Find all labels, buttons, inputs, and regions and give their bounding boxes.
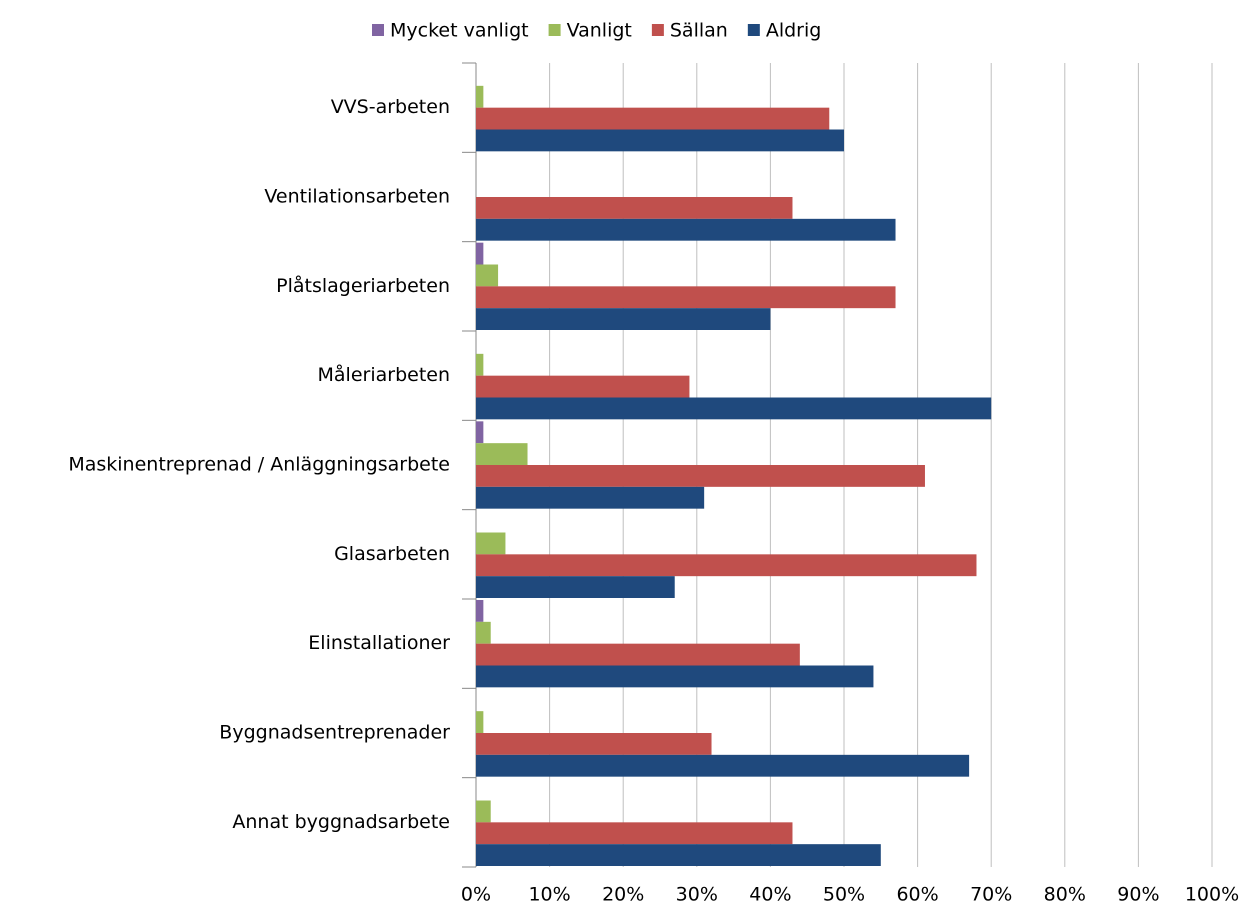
bar bbox=[476, 197, 793, 219]
y-tick-label: Glasarbeten bbox=[334, 543, 450, 565]
bar bbox=[476, 754, 970, 777]
bar bbox=[476, 800, 491, 823]
bar bbox=[476, 129, 844, 152]
bar bbox=[476, 711, 484, 733]
bar bbox=[476, 107, 830, 130]
bar bbox=[476, 643, 800, 666]
bar bbox=[476, 375, 690, 398]
legend-label: Aldrig bbox=[766, 20, 822, 42]
legend-label: Mycket vanligt bbox=[390, 20, 529, 42]
x-tick-label: 20% bbox=[602, 884, 644, 906]
y-tick-label: Byggnadsentreprenader bbox=[219, 722, 450, 744]
legend-swatch bbox=[372, 24, 384, 36]
legend-swatch bbox=[651, 24, 664, 36]
bar bbox=[476, 532, 506, 555]
bar bbox=[476, 85, 484, 108]
x-tick-label: 90% bbox=[1117, 884, 1159, 906]
x-tick-label: 100% bbox=[1185, 884, 1239, 906]
bar bbox=[476, 242, 484, 265]
bar bbox=[476, 397, 992, 420]
x-tick-label: 10% bbox=[528, 884, 570, 906]
x-tick-label: 30% bbox=[676, 884, 718, 906]
x-tick-label: 50% bbox=[823, 884, 865, 906]
bar bbox=[476, 822, 793, 845]
legend-swatch bbox=[747, 24, 760, 36]
bar bbox=[476, 264, 499, 287]
bar bbox=[476, 665, 874, 688]
x-tick-label: 60% bbox=[896, 884, 938, 906]
x-tick-label: 40% bbox=[749, 884, 791, 906]
y-tick-label: VVS-arbeten bbox=[331, 96, 450, 118]
bar bbox=[476, 308, 771, 330]
y-tick-label: Elinstallationer bbox=[308, 632, 450, 654]
bar bbox=[476, 286, 896, 309]
legend-label: Sällan bbox=[670, 20, 728, 42]
y-tick-label: Annat byggnadsarbete bbox=[232, 811, 450, 833]
bar bbox=[476, 554, 977, 577]
bar bbox=[476, 353, 484, 376]
y-tick-label: Måleriarbeten bbox=[318, 363, 450, 386]
bar bbox=[476, 733, 712, 755]
x-tick-label: 70% bbox=[970, 884, 1012, 906]
bar bbox=[476, 465, 925, 487]
bar bbox=[476, 218, 896, 241]
legend-label: Vanligt bbox=[567, 20, 632, 42]
bar bbox=[476, 576, 675, 598]
y-tick-label: Maskinentreprenad / Anläggningsarbete bbox=[68, 454, 450, 476]
bar bbox=[476, 443, 528, 465]
x-tick-label: 0% bbox=[461, 884, 491, 906]
bar bbox=[476, 844, 881, 866]
bar bbox=[476, 600, 484, 622]
bar bbox=[476, 621, 491, 644]
bar bbox=[476, 486, 705, 509]
x-tick-label: 80% bbox=[1044, 884, 1086, 906]
bar bbox=[476, 421, 484, 444]
y-tick-label: Ventilationsarbeten bbox=[264, 186, 450, 208]
y-tick-label: Plåtslageriarbeten bbox=[276, 274, 450, 297]
legend-swatch bbox=[548, 24, 561, 36]
